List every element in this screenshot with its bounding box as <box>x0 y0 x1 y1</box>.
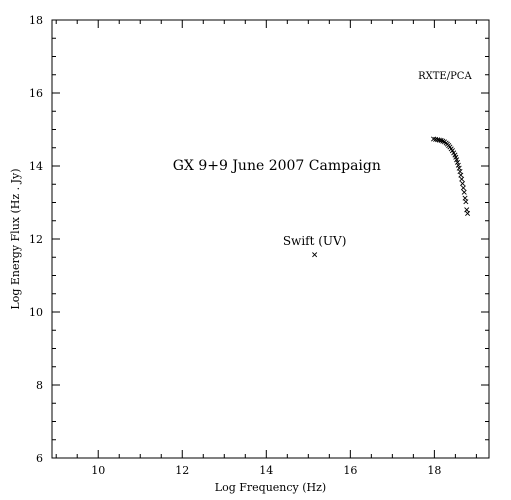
data-point-marker <box>459 176 465 182</box>
annotation-label: GX 9+9 June 2007 Campaign <box>173 158 381 174</box>
data-point-marker <box>463 199 469 205</box>
x-tick-label: 12 <box>175 464 189 477</box>
data-point-marker <box>454 159 461 165</box>
data-point-marker <box>455 162 461 168</box>
x-axis-label: Log Frequency (Hz) <box>215 481 326 494</box>
x-tick-label: 14 <box>259 464 273 477</box>
y-tick-label: 8 <box>36 379 43 392</box>
annotation-label: Swift (UV) <box>283 234 347 248</box>
data-marks <box>312 136 471 258</box>
y-axis-label: Log Energy Flux (Hz . Jy) <box>9 168 22 309</box>
y-tick-label: 6 <box>36 452 43 465</box>
y-tick-label: 10 <box>29 306 43 319</box>
axes: 10 12 14 16 18 6 8 10 12 14 16 18 Log Frequency (Hz)… <box>9 14 490 494</box>
data-point-marker <box>461 189 467 195</box>
data-point-marker <box>460 181 466 187</box>
x-tick-label: 16 <box>343 464 357 477</box>
y-tick-label: 18 <box>29 14 43 27</box>
x-tick-label: 18 <box>427 464 441 477</box>
y-tick-label: 16 <box>29 87 43 100</box>
data-point-marker <box>465 210 471 216</box>
data-point-marker <box>464 207 470 213</box>
data-point-marker <box>457 168 463 174</box>
data-point-marker <box>436 137 442 143</box>
data-point-marker <box>312 252 318 258</box>
x-tick-label: 10 <box>91 464 105 477</box>
data-point-marker <box>458 172 464 178</box>
data-point-marker <box>462 195 468 201</box>
annotation-label: RXTE/PCA <box>418 71 472 82</box>
plot-frame <box>51 19 490 459</box>
annotations: GX 9+9 June 2007 Campaign Swift (UV) RXTE/… <box>173 71 473 248</box>
data-point-marker <box>460 185 466 191</box>
y-tick-label: 12 <box>29 233 43 246</box>
y-tick-label: 14 <box>29 160 43 173</box>
